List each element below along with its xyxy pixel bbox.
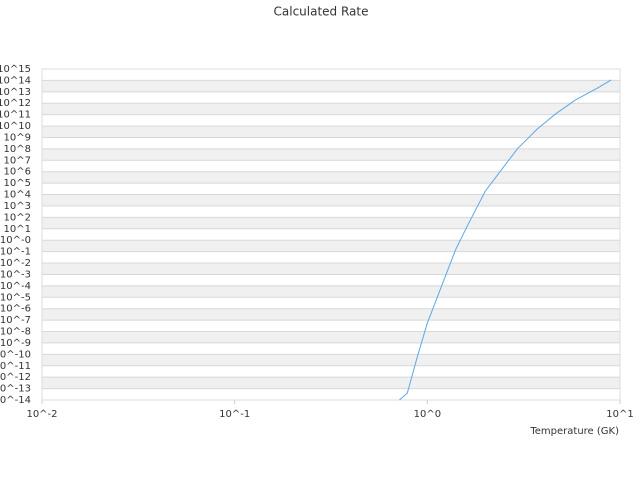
y-tick-label: 10^-2	[0, 258, 31, 269]
x-tick-label: 10^-1	[219, 409, 250, 420]
grid-band	[42, 285, 620, 298]
y-tick-label: 10^-8	[0, 327, 31, 338]
y-tick-label: 10^-13	[0, 384, 31, 395]
y-tick-label: 10^9	[4, 132, 31, 143]
y-tick-label: 10^-11	[0, 361, 31, 372]
x-tick-label: 10^-2	[26, 409, 57, 420]
grid-band	[42, 354, 620, 366]
y-tick-label: 10^5	[4, 178, 31, 189]
y-tick-label: 10^-6	[0, 304, 31, 315]
grid-band	[42, 194, 620, 206]
y-tick-label: 10^1	[4, 224, 31, 235]
y-tick-label: 10^15	[0, 64, 31, 75]
plot-frame	[41, 68, 621, 401]
grid-band	[42, 148, 620, 161]
grid-band	[42, 240, 620, 252]
y-tick-label: 10^-1	[0, 247, 31, 258]
y-tick-label: 10^8	[4, 144, 31, 155]
grid-band	[42, 103, 620, 115]
y-tick-label: 10^-10	[0, 349, 31, 360]
y-tick-label: 10^4	[4, 190, 31, 201]
y-tick-label: 10^-12	[0, 372, 31, 383]
y-tick-label: 10^10	[0, 121, 31, 132]
y-tick-label: 10^-3	[0, 269, 31, 280]
y-tick-label: 10^7	[4, 155, 31, 166]
y-tick-label: 10^-14	[0, 395, 31, 406]
y-tick-label: 10^6	[4, 167, 31, 178]
grid-band	[42, 126, 620, 138]
y-tick-label: 10^-5	[0, 292, 31, 303]
grid-band	[42, 217, 620, 229]
grid-band	[42, 308, 620, 321]
y-tick-label: 10^2	[4, 212, 31, 223]
y-tick-label: 10^12	[0, 98, 31, 109]
y-tick-label: 10^-7	[0, 315, 31, 326]
grid-band	[42, 377, 620, 389]
y-tick-label: 10^11	[0, 110, 31, 121]
y-tick-label: 10^-9	[0, 338, 31, 349]
grid-band	[42, 331, 620, 343]
chart-title: Calculated Rate	[274, 5, 369, 19]
y-tick-label: 10^14	[0, 75, 31, 86]
y-tick-label: 10^-4	[0, 281, 31, 292]
x-tick-label: 10^0	[414, 409, 441, 420]
grid-band	[42, 263, 620, 275]
x-tick-label: 10^1	[606, 409, 633, 420]
grid-band	[42, 171, 620, 184]
x-axis-label: Temperature (GK)	[529, 426, 619, 437]
data-line	[399, 79, 612, 401]
y-tick-label: 10^-0	[0, 235, 31, 246]
grid-band	[42, 80, 620, 92]
y-tick-label: 10^13	[0, 87, 31, 98]
y-tick-label: 10^3	[4, 201, 31, 212]
